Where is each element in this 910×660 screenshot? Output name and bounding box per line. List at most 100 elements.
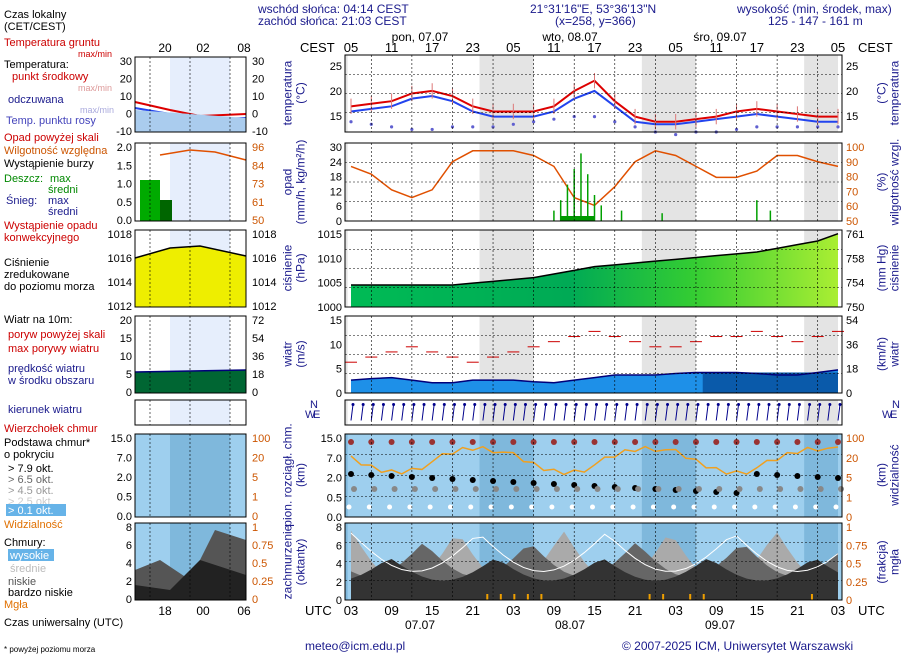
legend-tick-right: 36 bbox=[252, 351, 264, 363]
legend-tick-right: 1 bbox=[252, 492, 258, 504]
legend-temp-felt-maxmin: max/min bbox=[80, 105, 114, 115]
legend-temp-label: Temperatura: bbox=[4, 59, 69, 71]
legend-okt-highlight bbox=[6, 504, 66, 516]
wind-arrow bbox=[380, 404, 384, 421]
tick-right: 758 bbox=[846, 253, 864, 265]
compass-label: N bbox=[310, 399, 318, 411]
legend-cloud-base: Podstawa chmur* bbox=[4, 437, 91, 449]
legend-tick-right: 72 bbox=[252, 315, 264, 327]
wind-arrow bbox=[786, 404, 790, 421]
legend-tick-right: 0 bbox=[252, 109, 258, 121]
wind-arrow bbox=[685, 404, 689, 421]
wind-arrow bbox=[675, 404, 679, 421]
legend-clouds: Chmury: bbox=[4, 537, 46, 549]
legend-pressure: zredukowane bbox=[4, 269, 69, 281]
legend-snow-max: max bbox=[48, 195, 69, 207]
legend-rain-max: max bbox=[50, 173, 71, 185]
legend-temp-line bbox=[134, 101, 247, 118]
panel-wind-direction bbox=[345, 400, 842, 425]
hour-tick-top: 23 bbox=[790, 40, 804, 55]
wind-arrow-head bbox=[381, 403, 385, 406]
day-label-bottom: 08.07 bbox=[555, 618, 585, 632]
panel-axis-title-right: mgła bbox=[888, 549, 902, 575]
dew-point-dot bbox=[755, 125, 759, 129]
legend-tick-right: 5 bbox=[252, 472, 258, 484]
cloud-base-dot bbox=[590, 504, 595, 510]
tick-right: 15 bbox=[846, 111, 858, 123]
wind-arrow-head bbox=[787, 403, 791, 406]
dew-point-dot bbox=[734, 127, 739, 132]
cloud-base-dot bbox=[835, 475, 841, 481]
wind-arrow bbox=[573, 404, 577, 421]
tick-right: 0 bbox=[846, 512, 852, 524]
rain-mean-area bbox=[560, 216, 595, 221]
cloud-base-dot bbox=[472, 486, 479, 492]
tick-left: 30 bbox=[330, 142, 342, 154]
cloud-base-dot bbox=[490, 478, 497, 484]
wind-arrow-head bbox=[442, 403, 446, 406]
grid-point-text: (x=258, y=366) bbox=[555, 14, 636, 28]
wind-arrow bbox=[472, 404, 476, 421]
hour-tick-bottom: 03 bbox=[831, 603, 845, 618]
hour-tick-bottom: 09 bbox=[709, 603, 723, 618]
legend-humidity: Wilgotność względna bbox=[4, 145, 108, 157]
cloud-base-dot bbox=[817, 486, 824, 492]
legend-tick-right: 10 bbox=[252, 91, 264, 103]
tick-right: 100 bbox=[846, 433, 864, 445]
hour-tick-top: 05 bbox=[831, 40, 845, 55]
legend-tick-right: 100 bbox=[252, 433, 270, 445]
legend-rain-area bbox=[160, 200, 172, 221]
cloud-base-dot bbox=[351, 486, 357, 492]
legend-tick: 2.0 bbox=[117, 472, 132, 484]
pressure-area bbox=[351, 233, 838, 307]
legend-local-tick: 08 bbox=[237, 41, 251, 55]
tick-left: 1000 bbox=[318, 302, 342, 314]
compass-label: E bbox=[890, 409, 897, 421]
wind-arrow bbox=[543, 404, 547, 421]
cloud-base-dot bbox=[671, 504, 677, 510]
legend-tick-right: 1012 bbox=[252, 301, 276, 313]
day-label-top: pon, 07.07 bbox=[392, 30, 449, 44]
wind-arrow bbox=[817, 404, 821, 421]
panel-axis-title-right: (frakcja) bbox=[875, 540, 889, 583]
hour-tick-bottom: 15 bbox=[425, 603, 439, 618]
tick-right: 0.5 bbox=[846, 559, 861, 571]
cloud-top-dot bbox=[429, 439, 436, 445]
tick-left: 24 bbox=[330, 157, 342, 169]
legend-wind-line bbox=[134, 369, 247, 373]
fog-bar bbox=[499, 594, 502, 600]
legend-utc: Czas uniwersalny (UTC) bbox=[4, 617, 123, 629]
legend-wind-area bbox=[135, 370, 246, 393]
dew-point-dot bbox=[816, 125, 820, 129]
tick-left: 2 bbox=[336, 577, 342, 589]
legend-tick: 30 bbox=[120, 56, 132, 68]
tick-right: 20 bbox=[846, 86, 858, 98]
wind-arrow bbox=[563, 404, 567, 421]
cloud-base-dot bbox=[691, 504, 697, 510]
cloud-base-dot bbox=[610, 504, 616, 510]
panel-axis-title-right: wilgotność wzgl. bbox=[888, 139, 902, 227]
wind-arrow-head bbox=[584, 403, 588, 406]
panel-axis-title: opad bbox=[281, 169, 295, 196]
compass-label: W bbox=[305, 409, 316, 421]
legend-local-time: (CET/CEST) bbox=[4, 21, 66, 33]
cloud-base-dot bbox=[594, 486, 601, 492]
wind-arrow bbox=[837, 404, 841, 421]
contact-email-link[interactable]: meteo@icm.edu.pl bbox=[305, 639, 406, 653]
tick-right: 36 bbox=[846, 339, 858, 351]
legend-utc-tick: 06 bbox=[237, 604, 251, 618]
wind-arrow bbox=[594, 404, 597, 421]
panel-axis-title: wiatr bbox=[281, 341, 295, 367]
panel-axis-title-right: (°C) bbox=[875, 82, 889, 103]
legend-convective: konwekcyjnego bbox=[4, 232, 79, 244]
cloud-top-dot bbox=[632, 439, 639, 445]
dew-point-dot bbox=[491, 125, 495, 129]
wind-arrow-head bbox=[544, 403, 548, 406]
legend-tick: 0.0 bbox=[117, 215, 132, 227]
wind-arrow bbox=[482, 404, 486, 421]
compass-label: W bbox=[882, 409, 893, 421]
day-label-top: śro, 09.07 bbox=[693, 30, 747, 44]
dew-point-dot bbox=[430, 127, 434, 132]
dew-point-dot bbox=[450, 125, 455, 129]
legend-temp-maxmin: max/min bbox=[78, 83, 112, 93]
